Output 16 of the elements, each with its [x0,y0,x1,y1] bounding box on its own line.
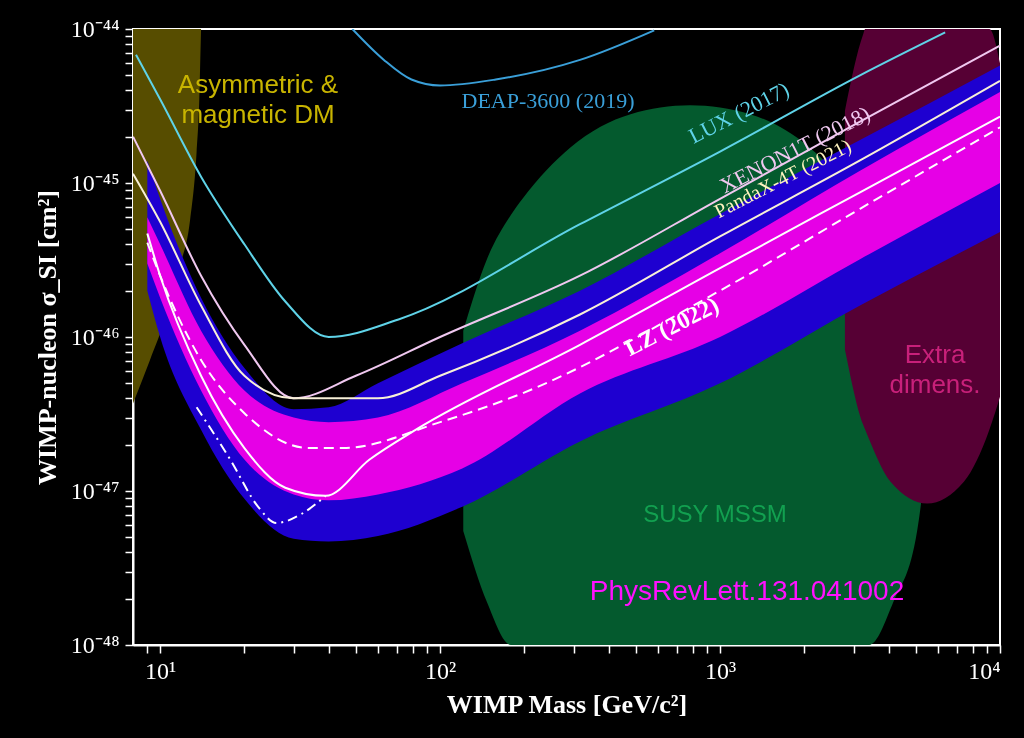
y-tick-label: 10⁻⁴⁷ [70,477,120,504]
annotation: DEAP-3600 (2019) [461,88,635,113]
x-tick-label: 10² [424,657,457,684]
y-tick-label: 10⁻⁴⁴ [70,15,120,42]
annotation: PhysRevLett.131.041002 [589,575,905,606]
y-tick-label: 10⁻⁴⁸ [70,631,120,658]
y-axis-title: WIMP-nucleon σ_SI [cm²] [32,190,62,485]
annotation: Asymmetric & magnetic DM [177,69,339,129]
y-tick-label: 10⁻⁴⁵ [70,169,120,196]
annotation: SUSY MSSM [643,500,787,527]
x-axis-title: WIMP Mass [GeV/c²] [446,689,688,719]
x-tick-label: 10³ [704,657,737,684]
y-tick-label: 10⁻⁴⁶ [70,323,120,350]
x-tick-label: 10⁴ [968,657,1001,684]
x-tick-label: 10¹ [145,657,177,684]
annotation: Extra dimens. [889,339,981,399]
